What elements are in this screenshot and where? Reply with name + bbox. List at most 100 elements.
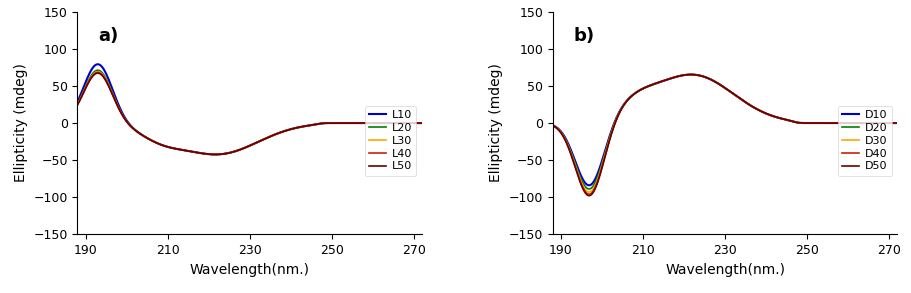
- L50: [72, 103, 83, 107]
- X-axis label: Wavelength(nm.): Wavelength(nm.): [665, 263, 785, 277]
- D30: [688, 73, 699, 76]
- L30: [92, 70, 103, 74]
- Line: D50: D50: [553, 74, 897, 196]
- D20: [816, 121, 827, 125]
- D50: [548, 124, 558, 127]
- L30: [210, 153, 220, 156]
- D20: [582, 187, 593, 190]
- D20: [823, 121, 834, 125]
- D40: [582, 192, 593, 196]
- L30: [416, 121, 427, 125]
- D30: [685, 73, 696, 76]
- D10: [685, 73, 696, 76]
- L20: [342, 121, 353, 125]
- D10: [688, 73, 699, 76]
- L20: [107, 92, 118, 96]
- L20: [416, 121, 427, 125]
- L30: [107, 93, 118, 97]
- L30: [72, 103, 83, 106]
- D50: [892, 121, 903, 125]
- D10: [823, 121, 834, 125]
- L40: [347, 121, 358, 125]
- L50: [224, 151, 235, 154]
- Line: D10: D10: [553, 74, 897, 185]
- D40: [685, 73, 696, 76]
- L40: [309, 123, 320, 126]
- Line: L30: L30: [77, 72, 422, 154]
- D30: [823, 121, 834, 125]
- Line: D20: D20: [553, 74, 897, 189]
- L40: [416, 121, 427, 125]
- D40: [784, 119, 795, 122]
- L40: [92, 71, 103, 74]
- D30: [784, 119, 795, 122]
- Line: D40: D40: [553, 74, 897, 194]
- L50: [107, 94, 118, 98]
- L10: [72, 100, 83, 103]
- Line: D30: D30: [553, 74, 897, 192]
- D20: [685, 73, 696, 76]
- L50: [210, 153, 220, 156]
- D40: [700, 75, 711, 79]
- D20: [892, 121, 903, 125]
- D10: [784, 119, 795, 122]
- D40: [584, 193, 595, 196]
- D50: [584, 194, 595, 197]
- L40: [224, 151, 235, 154]
- D40: [816, 121, 827, 125]
- Line: L40: L40: [77, 72, 422, 154]
- D50: [688, 73, 699, 76]
- D30: [582, 190, 593, 193]
- D50: [784, 119, 795, 122]
- L50: [347, 121, 358, 125]
- D40: [688, 73, 699, 76]
- L50: [416, 121, 427, 125]
- Y-axis label: Ellipticity (mdeg): Ellipticity (mdeg): [14, 64, 27, 183]
- D30: [584, 190, 595, 194]
- D10: [816, 121, 827, 125]
- D10: [892, 121, 903, 125]
- D10: [582, 183, 593, 187]
- D10: [584, 183, 595, 187]
- Legend: L10, L20, L30, L40, L50: L10, L20, L30, L40, L50: [365, 106, 416, 176]
- D30: [892, 121, 903, 125]
- L20: [72, 102, 83, 106]
- L20: [210, 153, 220, 156]
- L50: [309, 123, 320, 126]
- Y-axis label: Ellipticity (mdeg): Ellipticity (mdeg): [489, 64, 503, 183]
- D20: [784, 119, 795, 122]
- Line: L50: L50: [77, 73, 422, 154]
- L10: [309, 123, 320, 126]
- L10: [210, 153, 220, 156]
- L10: [347, 121, 358, 125]
- L20: [309, 123, 320, 126]
- L10: [107, 89, 118, 92]
- D20: [688, 73, 699, 76]
- L50: [342, 121, 353, 125]
- L50: [92, 71, 103, 75]
- L20: [347, 121, 358, 125]
- D30: [816, 121, 827, 125]
- D40: [823, 121, 834, 125]
- D50: [685, 73, 696, 76]
- L10: [416, 121, 427, 125]
- L10: [224, 151, 235, 154]
- Text: b): b): [574, 27, 595, 45]
- Line: L10: L10: [77, 64, 422, 154]
- X-axis label: Wavelength(nm.): Wavelength(nm.): [189, 263, 310, 277]
- D10: [700, 75, 711, 79]
- L40: [342, 121, 353, 125]
- D20: [584, 187, 595, 191]
- L30: [212, 153, 223, 156]
- D50: [823, 121, 834, 125]
- D10: [548, 124, 558, 127]
- L10: [342, 121, 353, 125]
- D40: [892, 121, 903, 125]
- L30: [342, 121, 353, 125]
- D30: [548, 124, 558, 127]
- L20: [212, 153, 223, 156]
- D50: [582, 194, 593, 197]
- Text: a): a): [98, 27, 118, 45]
- L30: [309, 123, 320, 126]
- L50: [212, 153, 223, 156]
